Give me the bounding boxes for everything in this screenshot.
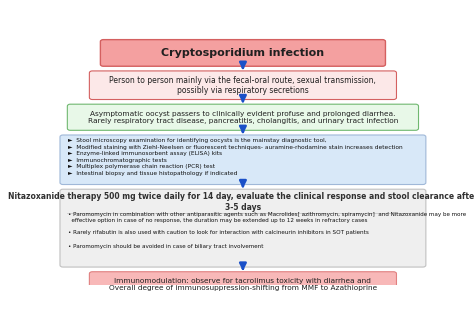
FancyBboxPatch shape [90, 71, 396, 100]
Text: • Paromomycin should be avoided in case of biliary tract involvement: • Paromomycin should be avoided in case … [68, 244, 264, 249]
Text: ►  Stool microscopy examination for identifying oocysts is the mainstay diagnost: ► Stool microscopy examination for ident… [68, 138, 327, 143]
Text: Cryptosporidium infection: Cryptosporidium infection [161, 48, 325, 58]
FancyBboxPatch shape [90, 272, 396, 298]
Text: Person to person mainly via the fecal-oral route, sexual transmission,
possibly : Person to person mainly via the fecal-or… [109, 76, 376, 95]
Text: ►  Modified staining with Ziehl-Neelsen or fluorescent techniques- auramine-rhod: ► Modified staining with Ziehl-Neelsen o… [68, 145, 403, 150]
FancyBboxPatch shape [60, 189, 426, 267]
Text: Immunomodulation: observe for tacrolimus toxicity with diarrhea and
Overall degr: Immunomodulation: observe for tacrolimus… [109, 278, 377, 291]
Text: Nitazoxanide therapy 500 mg twice daily for 14 day, evaluate the clinical respon: Nitazoxanide therapy 500 mg twice daily … [8, 192, 474, 212]
Text: ►  Enzyme-linked immunosorbent assay (ELISA) kits: ► Enzyme-linked immunosorbent assay (ELI… [68, 151, 223, 156]
Text: • Paromomycin in combination with other antiparasitic agents such as Macrolides[: • Paromomycin in combination with other … [68, 212, 466, 223]
FancyBboxPatch shape [100, 40, 385, 66]
FancyBboxPatch shape [67, 104, 419, 130]
FancyBboxPatch shape [60, 135, 426, 185]
Text: ►  Intestinal biopsy and tissue histopathology if indicated: ► Intestinal biopsy and tissue histopath… [68, 171, 238, 176]
Text: ►  Multiplex polymerase chain reaction (PCR) test: ► Multiplex polymerase chain reaction (P… [68, 164, 216, 169]
Text: • Rarely rifabutin is also used with caution to look for interaction with calcin: • Rarely rifabutin is also used with cau… [68, 229, 369, 235]
Text: Asymptomatic oocyst passers to clinically evident profuse and prolonged diarrhea: Asymptomatic oocyst passers to clinicall… [88, 111, 398, 124]
Text: ►  Immunochromatographic tests: ► Immunochromatographic tests [68, 158, 167, 163]
